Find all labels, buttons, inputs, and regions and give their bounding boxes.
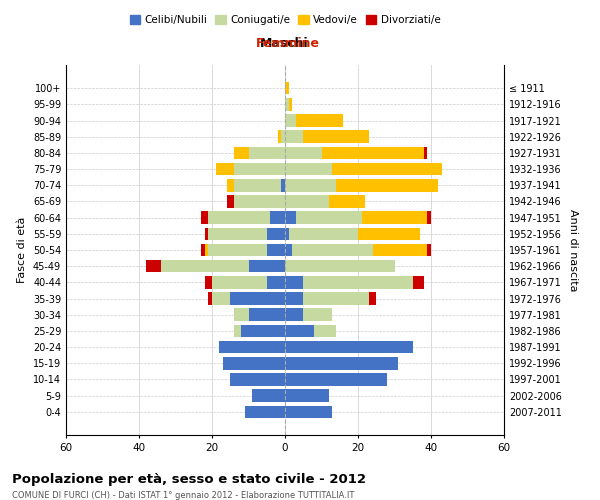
Bar (336, 179, 438, 192)
Bar (285, 341, 413, 353)
Bar (278, 130, 281, 143)
Bar (205, 276, 212, 288)
Bar (413, 276, 424, 288)
Bar (285, 324, 314, 337)
Bar (285, 244, 292, 256)
Bar (241, 324, 285, 337)
Bar (208, 292, 212, 305)
Bar (267, 276, 285, 288)
Bar (285, 146, 322, 159)
Bar (369, 292, 376, 305)
Bar (285, 163, 332, 175)
Bar (285, 390, 329, 402)
Bar (208, 212, 271, 224)
Bar (292, 244, 373, 256)
Bar (285, 114, 296, 127)
Text: Popolazione per età, sesso e stato civile - 2012: Popolazione per età, sesso e stato civil… (12, 472, 366, 486)
Text: COMUNE DI FURCI (CH) - Dati ISTAT 1° gennaio 2012 - Elaborazione TUTTITALIA.IT: COMUNE DI FURCI (CH) - Dati ISTAT 1° gen… (12, 491, 355, 500)
Bar (248, 260, 285, 272)
Bar (285, 406, 332, 418)
Bar (245, 406, 285, 418)
Bar (424, 146, 427, 159)
Bar (285, 357, 398, 370)
Bar (285, 130, 303, 143)
Bar (220, 341, 285, 353)
Bar (285, 228, 289, 240)
Bar (289, 228, 358, 240)
Bar (285, 195, 329, 208)
Bar (234, 179, 281, 192)
Bar (427, 244, 431, 256)
Bar (201, 212, 208, 224)
Bar (285, 82, 289, 94)
Text: Femmine: Femmine (256, 37, 320, 50)
Bar (234, 163, 285, 175)
Y-axis label: Anni di nascita: Anni di nascita (568, 209, 578, 291)
Legend: Celibi/Nubili, Coniugati/e, Vedovi/e, Divorziati/e: Celibi/Nubili, Coniugati/e, Vedovi/e, Di… (125, 11, 445, 30)
Bar (234, 324, 241, 337)
Bar (285, 308, 303, 321)
Bar (358, 228, 420, 240)
Bar (215, 163, 234, 175)
Bar (223, 357, 285, 370)
Bar (281, 179, 285, 192)
Bar (248, 308, 285, 321)
Bar (314, 324, 336, 337)
Bar (329, 195, 365, 208)
Bar (303, 276, 413, 288)
Bar (285, 98, 289, 110)
Bar (296, 212, 362, 224)
Bar (208, 228, 267, 240)
Bar (285, 179, 336, 192)
Bar (322, 146, 424, 159)
Bar (234, 146, 248, 159)
Bar (227, 195, 234, 208)
Bar (303, 308, 332, 321)
Bar (208, 244, 267, 256)
Bar (427, 212, 431, 224)
Bar (227, 179, 234, 192)
Bar (230, 373, 285, 386)
Bar (205, 244, 208, 256)
Bar (267, 244, 285, 256)
Bar (362, 212, 427, 224)
Bar (146, 260, 161, 272)
Bar (285, 276, 303, 288)
Bar (285, 212, 296, 224)
Bar (212, 276, 267, 288)
Bar (289, 98, 292, 110)
Bar (285, 292, 303, 305)
Text: Maschi: Maschi (260, 37, 308, 50)
Bar (285, 373, 387, 386)
Y-axis label: Fasce di età: Fasce di età (17, 217, 27, 283)
Bar (271, 212, 285, 224)
Bar (373, 244, 427, 256)
Bar (303, 292, 369, 305)
Bar (332, 163, 442, 175)
Bar (234, 308, 248, 321)
Bar (285, 260, 395, 272)
Bar (230, 292, 285, 305)
Bar (267, 228, 285, 240)
Bar (248, 146, 285, 159)
Bar (161, 260, 248, 272)
Bar (296, 114, 343, 127)
Bar (281, 130, 285, 143)
Bar (201, 244, 205, 256)
Bar (212, 292, 230, 305)
Bar (303, 130, 369, 143)
Bar (252, 390, 285, 402)
Bar (234, 195, 285, 208)
Bar (205, 228, 208, 240)
